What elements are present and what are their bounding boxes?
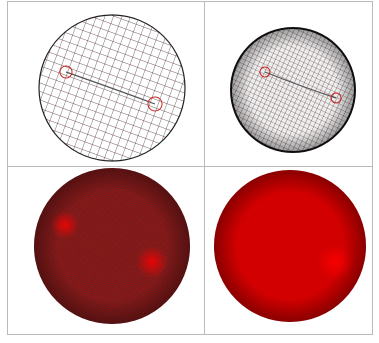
outer-frame (7, 1, 373, 335)
sphere-fine (34, 168, 190, 324)
sphere-coarse (38, 14, 186, 162)
sphere-medium (230, 27, 356, 153)
sphere-finest (214, 170, 366, 322)
